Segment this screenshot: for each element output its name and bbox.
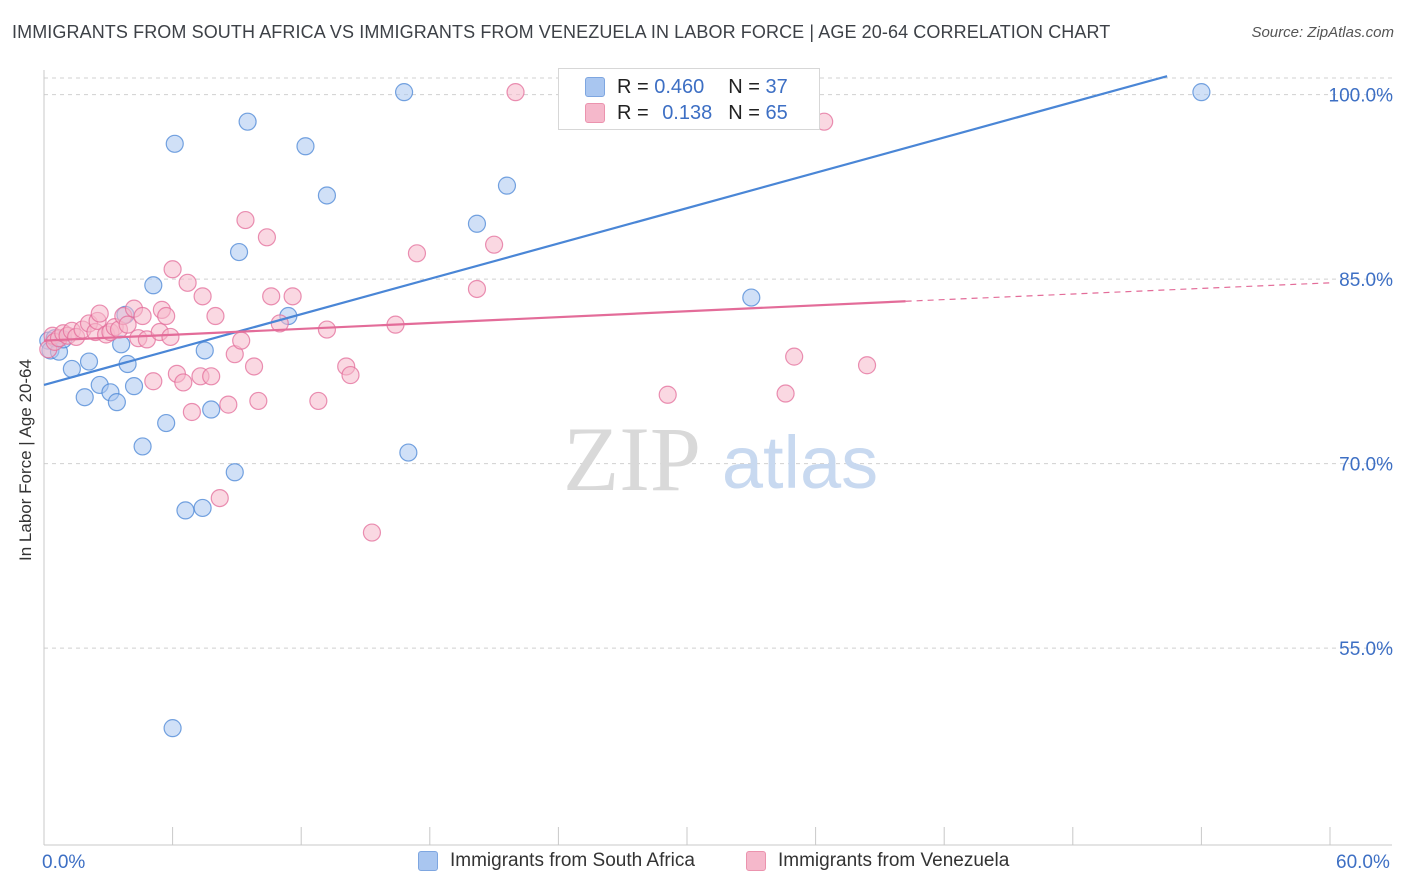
bottom-legend-south-africa: Immigrants from South Africa bbox=[418, 850, 695, 872]
data-point-south-africa bbox=[75, 388, 94, 407]
data-point-venezuela bbox=[857, 356, 877, 375]
data-point-venezuela bbox=[467, 279, 487, 299]
legend-n-label: N = bbox=[728, 75, 760, 98]
data-point-south-africa bbox=[202, 400, 221, 419]
data-point-venezuela bbox=[244, 357, 264, 376]
watermark-atlas: atlas bbox=[722, 421, 878, 504]
data-point-venezuela bbox=[193, 287, 212, 306]
data-point-south-africa bbox=[163, 719, 182, 738]
data-point-south-africa bbox=[394, 83, 414, 102]
legend-r-value-south-africa: 0.460 bbox=[654, 75, 705, 98]
y-tick-label: 70.0% bbox=[1339, 455, 1393, 476]
data-point-south-africa bbox=[157, 413, 176, 433]
data-point-south-africa bbox=[176, 501, 195, 520]
data-point-venezuela bbox=[133, 306, 152, 326]
data-point-south-africa bbox=[144, 276, 163, 295]
data-point-south-africa bbox=[79, 352, 99, 371]
data-point-venezuela bbox=[485, 235, 504, 254]
bottom-legend-label-south-africa: Immigrants from South Africa bbox=[450, 850, 695, 871]
bottom-legend-swatch-south-africa bbox=[418, 851, 438, 871]
data-point-venezuela bbox=[776, 384, 795, 403]
data-point-venezuela bbox=[157, 306, 176, 326]
data-point-south-africa bbox=[317, 186, 337, 205]
trendline-venezuela bbox=[43, 300, 906, 342]
data-point-venezuela bbox=[317, 320, 337, 339]
bottom-legend-label-venezuela: Immigrants from Venezuela bbox=[778, 850, 1010, 871]
legend-row-south-africa: R = 0.460 N = 37 bbox=[585, 73, 788, 101]
data-point-south-africa bbox=[497, 176, 517, 195]
data-point-south-africa bbox=[229, 242, 249, 262]
watermark: ZIP atlas bbox=[563, 408, 878, 510]
axis-layer bbox=[43, 70, 1392, 846]
data-point-venezuela bbox=[163, 260, 182, 279]
data-point-venezuela bbox=[206, 306, 225, 326]
data-point-venezuela bbox=[161, 327, 180, 347]
data-point-venezuela bbox=[407, 244, 427, 263]
data-point-south-africa bbox=[225, 463, 244, 482]
stats-legend: R = 0.460 N = 37 R = 0.138 N = 65 bbox=[558, 68, 820, 130]
data-point-south-africa bbox=[467, 214, 487, 233]
legend-n-value-south-africa: 37 bbox=[765, 75, 788, 98]
data-point-venezuela bbox=[341, 365, 360, 385]
data-point-venezuela bbox=[362, 523, 382, 542]
legend-r-label: R = bbox=[617, 101, 649, 124]
bottom-legend-swatch-venezuela bbox=[746, 851, 766, 871]
bottom-legend-venezuela: Immigrants from Venezuela bbox=[746, 850, 1009, 872]
data-point-south-africa bbox=[107, 393, 126, 412]
y-tick-labels: 55.0% 70.0% 85.0% 100.0% bbox=[1329, 86, 1394, 661]
data-point-south-africa bbox=[133, 437, 152, 456]
data-point-venezuela bbox=[232, 331, 251, 350]
legend-r-label: R = bbox=[617, 75, 649, 98]
chart-title: IMMIGRANTS FROM SOUTH AFRICA VS IMMIGRAN… bbox=[12, 22, 1111, 42]
data-point-venezuela bbox=[219, 395, 238, 414]
data-point-south-africa bbox=[165, 134, 184, 153]
data-point-venezuela bbox=[174, 373, 193, 392]
trend-layer bbox=[43, 75, 1331, 386]
y-tick-label: 55.0% bbox=[1339, 639, 1393, 660]
data-point-venezuela bbox=[236, 210, 255, 230]
data-point-south-africa bbox=[195, 341, 214, 360]
data-point-venezuela bbox=[144, 372, 163, 391]
y-axis-label: In Labor Force | Age 20-64 bbox=[16, 359, 35, 561]
data-point-south-africa bbox=[742, 288, 761, 307]
data-point-venezuela bbox=[90, 304, 109, 323]
trendline-venezuela-extension bbox=[905, 282, 1331, 302]
trendline-south-africa bbox=[43, 75, 1168, 386]
data-point-venezuela bbox=[658, 385, 677, 404]
points-layer bbox=[39, 83, 1211, 738]
data-point-venezuela bbox=[249, 391, 268, 411]
watermark-zip: ZIP bbox=[563, 408, 701, 510]
data-point-venezuela bbox=[118, 315, 137, 334]
data-point-venezuela bbox=[178, 273, 197, 292]
data-point-venezuela bbox=[262, 287, 281, 306]
x-tick-label-max: 60.0% bbox=[1336, 852, 1390, 873]
data-point-south-africa bbox=[193, 498, 212, 518]
data-point-venezuela bbox=[210, 488, 229, 508]
data-point-venezuela bbox=[506, 83, 525, 102]
data-point-south-africa bbox=[124, 377, 144, 396]
data-point-south-africa bbox=[399, 443, 418, 462]
x-tick-label-min: 0.0% bbox=[42, 852, 86, 873]
data-point-south-africa bbox=[1192, 83, 1211, 102]
source-label: Source: ZipAtlas.com bbox=[1251, 24, 1394, 41]
data-point-venezuela bbox=[283, 287, 302, 306]
data-point-venezuela bbox=[182, 402, 201, 422]
data-point-south-africa bbox=[238, 112, 257, 131]
y-tick-label: 85.0% bbox=[1339, 270, 1393, 291]
data-point-south-africa bbox=[296, 137, 315, 156]
data-point-venezuela bbox=[257, 228, 277, 247]
legend-r-value-venezuela: 0.138 bbox=[662, 101, 713, 124]
data-point-venezuela bbox=[309, 391, 328, 411]
legend-n-label: N = bbox=[728, 101, 760, 124]
legend-row-venezuela: R = 0.138 N = 65 bbox=[585, 99, 788, 127]
data-point-venezuela bbox=[785, 347, 804, 366]
legend-swatch-venezuela bbox=[585, 103, 605, 123]
legend-swatch-south-africa bbox=[585, 77, 605, 97]
y-tick-label: 100.0% bbox=[1329, 86, 1394, 107]
legend-n-value-venezuela: 65 bbox=[765, 101, 788, 124]
data-point-venezuela bbox=[202, 367, 221, 386]
